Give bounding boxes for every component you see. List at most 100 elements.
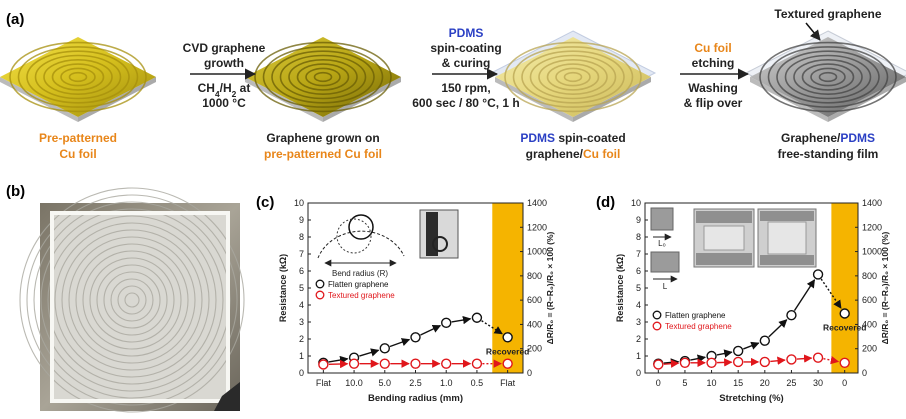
series-segment <box>389 338 411 348</box>
y2-tick-label: 200 <box>527 344 542 354</box>
step-above-1: CVD graphene <box>183 41 266 55</box>
flatten-point <box>812 269 824 280</box>
x-tick-label: 5.0 <box>379 378 392 388</box>
stage-label-3: graphene/Cu foil <box>526 147 621 161</box>
y-tick-label: 8 <box>299 232 304 242</box>
flatten-point <box>759 335 771 346</box>
y2-tick-label: 0 <box>862 368 867 378</box>
recovered-bar <box>492 203 523 373</box>
tile-pdms-coated <box>489 30 657 122</box>
textured-pointer-arrow <box>805 22 821 41</box>
series-segment <box>328 355 349 365</box>
y-tick-label: 0 <box>299 368 304 378</box>
series-segment <box>743 341 760 350</box>
y2-axis-title: ΔR/R₀ = (R−R₀)/R₀ × 100 (%) <box>545 231 555 344</box>
legend-label: Textured graphene <box>665 322 732 331</box>
legend-label: Flatten graphene <box>665 311 726 320</box>
y-tick-label: 10 <box>294 198 304 208</box>
y-tick-label: 9 <box>299 215 304 225</box>
x-tick-label: Flat <box>316 378 332 388</box>
x-tick-label: 0 <box>842 378 847 388</box>
y-axis-title: Resistance (kΩ) <box>278 254 288 322</box>
y-tick-label: 6 <box>299 266 304 276</box>
textured-point <box>441 358 452 369</box>
y2-tick-label: 1200 <box>527 222 547 232</box>
series-segment <box>451 315 472 325</box>
l0-square <box>650 207 674 231</box>
flatten-point <box>732 345 744 357</box>
x-axis-title: Stretching (%) <box>719 393 783 404</box>
textured-point <box>786 354 797 365</box>
series-segment <box>359 348 380 357</box>
y2-tick-label: 200 <box>862 344 877 354</box>
recovered-bar <box>831 203 858 373</box>
y-tick-label: 5 <box>636 283 641 293</box>
textured-point <box>759 356 771 368</box>
step-below-2: 600 sec / 80 °C, 1 h <box>412 96 520 110</box>
textured-graphene-label: Textured graphene <box>774 7 881 21</box>
series-segment <box>820 278 842 309</box>
series-segment <box>663 359 680 368</box>
step-below-1: 1000 °C <box>202 96 246 110</box>
series-segment <box>823 356 840 365</box>
step-below-3: & flip over <box>684 96 743 110</box>
y2-tick-label: 400 <box>862 319 877 329</box>
series-segment <box>770 356 786 365</box>
y2-axis-title: ΔR/R₀ = (R−R₀)/R₀ × 100 (%) <box>880 231 890 344</box>
y-tick-label: 9 <box>636 215 641 225</box>
y-tick-label: 2 <box>636 334 641 344</box>
x-tick-label: 25 <box>786 378 796 388</box>
photo-textured-film <box>19 187 245 413</box>
legend-label: Flatten graphene <box>328 280 389 289</box>
l-label: L <box>663 282 668 291</box>
legend-marker <box>315 279 325 289</box>
x-tick-label: Flat <box>500 378 516 388</box>
flatten-point <box>441 317 452 329</box>
y-tick-label: 8 <box>636 232 641 242</box>
film-ring-pattern <box>19 187 245 413</box>
flatten-point <box>786 310 797 321</box>
y-tick-label: 4 <box>636 300 641 310</box>
y-tick-label: 1 <box>299 351 304 361</box>
stage-label-4: Graphene/PDMS <box>781 131 875 145</box>
step-above-1: growth <box>204 56 244 70</box>
x-tick-label: 20 <box>760 378 770 388</box>
l-rect <box>650 251 680 273</box>
panel-a-label: (a) <box>6 11 24 28</box>
y2-tick-label: 1200 <box>862 222 882 232</box>
bending-photo-inset <box>419 209 459 259</box>
y-tick-label: 7 <box>636 249 641 259</box>
tile-cu-foil <box>0 37 156 122</box>
step-above-2: PDMS <box>449 26 484 40</box>
y-tick-label: 2 <box>299 334 304 344</box>
y2-tick-label: 1400 <box>527 198 547 208</box>
stretch-photo-1 <box>693 208 755 268</box>
y2-tick-label: 600 <box>527 295 542 305</box>
stretch-photo-2 <box>757 208 817 268</box>
textured-point <box>839 357 850 368</box>
step-above-2: spin-coating <box>430 41 501 55</box>
series-segment <box>796 354 813 363</box>
legend-marker <box>315 290 325 300</box>
y2-tick-label: 600 <box>862 295 877 305</box>
tile-graphene-pdms <box>744 30 906 122</box>
textured-point <box>502 358 513 369</box>
textured-point <box>732 356 744 368</box>
panel-c-label: (c) <box>256 194 274 211</box>
stage-label-1: Pre-patterned <box>39 131 117 145</box>
y2-tick-label: 0 <box>527 368 532 378</box>
y-tick-label: 4 <box>299 300 304 310</box>
textured-point <box>679 357 691 368</box>
legend-marker <box>652 310 662 320</box>
x-tick-label: 10 <box>707 378 717 388</box>
series-segment <box>793 279 816 311</box>
y-tick-label: 5 <box>299 283 304 293</box>
x-tick-label: 15 <box>733 378 743 388</box>
textured-point <box>379 358 390 369</box>
recovered-label: Recovered <box>823 323 866 333</box>
textured-point <box>653 359 664 370</box>
legend-label: Textured graphene <box>328 291 395 300</box>
stage-label-2: Graphene grown on <box>266 131 379 145</box>
tile-graphene-on-cu <box>245 37 401 122</box>
